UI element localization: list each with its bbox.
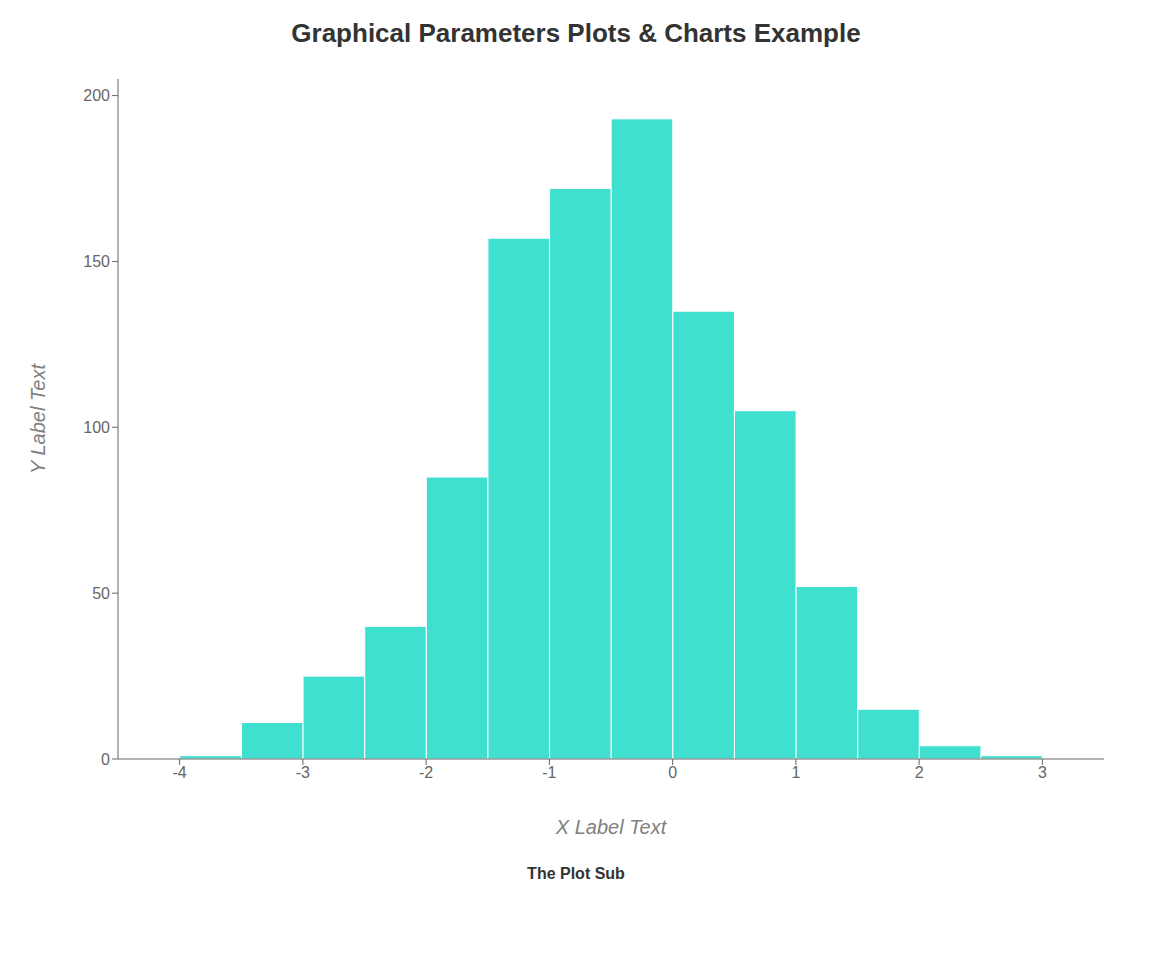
- html-text:The Plot Sub: The Plot Sub: [527, 865, 625, 882]
- svg-text:100: 100: [83, 419, 110, 436]
- svg-text:2: 2: [915, 764, 924, 781]
- svg-text:-3: -3: [296, 764, 310, 781]
- svg-text:3: 3: [1038, 764, 1047, 781]
- svg-text:-4: -4: [173, 764, 187, 781]
- svg-text:50: 50: [92, 585, 110, 602]
- svg-text:-1: -1: [542, 764, 556, 781]
- svg-text:X Label Text: X Label Text: [555, 816, 668, 838]
- svg-text:200: 200: [83, 87, 110, 104]
- svg-text:Y Label Text: Y Label Text: [27, 363, 49, 475]
- svg-text:150: 150: [83, 253, 110, 270]
- svg-text:0: 0: [668, 764, 677, 781]
- svg-text:0: 0: [101, 751, 110, 768]
- svg-text:-2: -2: [419, 764, 433, 781]
- svg-text:1: 1: [791, 764, 800, 781]
- html-text:Graphical Parameters Plots & C: Graphical Parameters Plots & Charts Exam…: [291, 18, 861, 48]
